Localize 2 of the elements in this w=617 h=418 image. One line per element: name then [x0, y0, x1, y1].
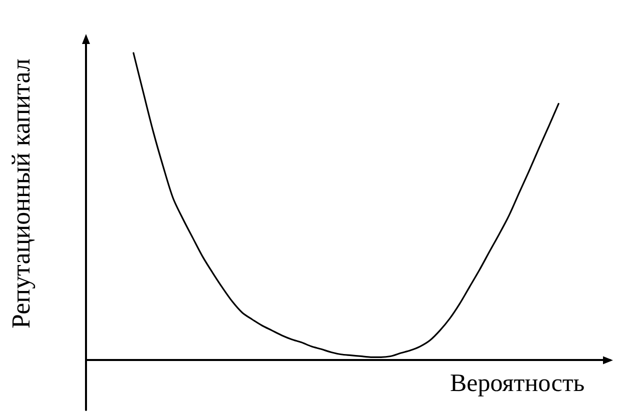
y-axis-title: Репутационный капитал [6, 58, 36, 329]
x-axis-title: Вероятность [450, 370, 585, 398]
